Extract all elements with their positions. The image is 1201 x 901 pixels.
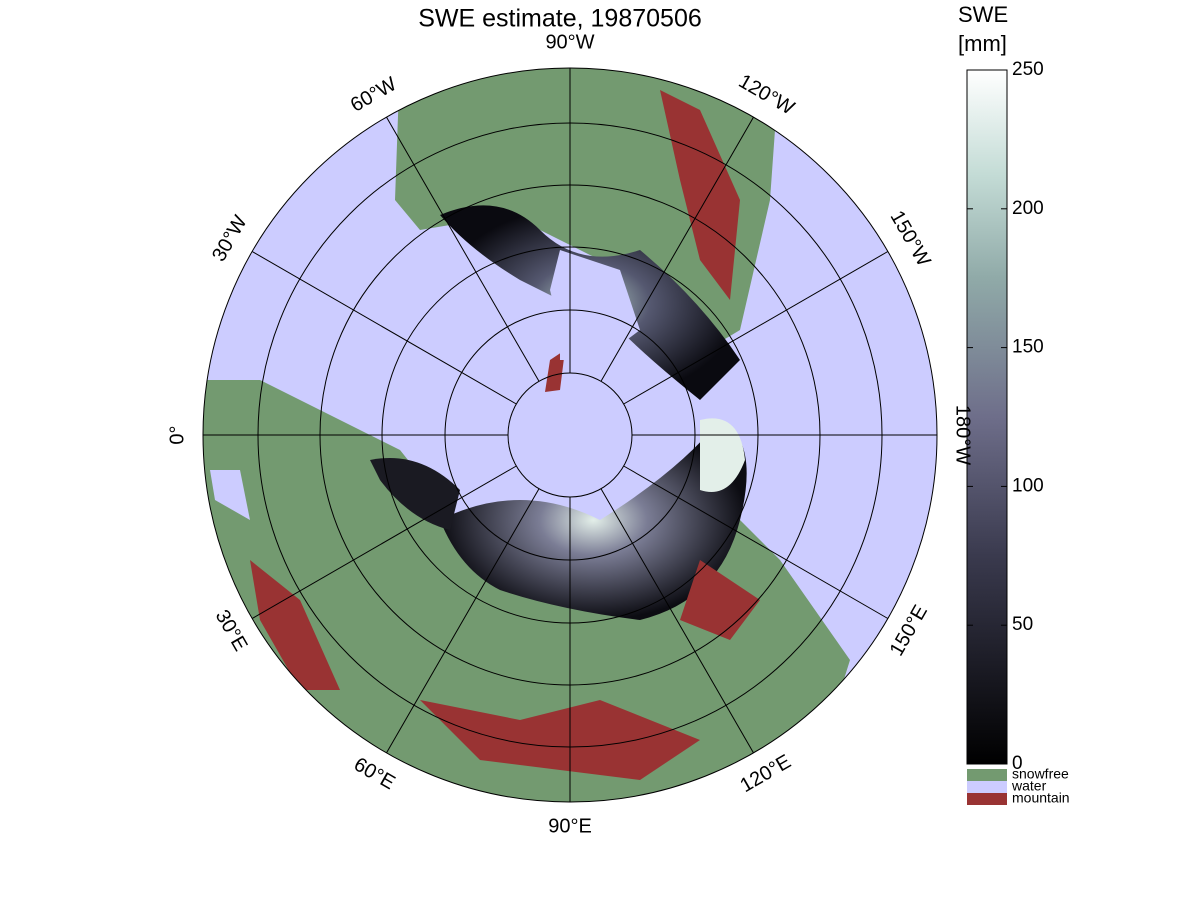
legend-label: water bbox=[1011, 778, 1047, 794]
meridian-label: 90°W bbox=[545, 31, 594, 53]
meridian-line bbox=[386, 116, 540, 382]
colorbar-tick-label: 250 bbox=[1012, 59, 1044, 80]
colorbar-tick-label: 0 bbox=[1012, 753, 1023, 774]
map-area bbox=[203, 68, 937, 802]
meridian-line bbox=[600, 488, 754, 754]
graticule bbox=[202, 67, 938, 803]
meridian-label: 60°W bbox=[347, 73, 401, 117]
meridian-line bbox=[251, 465, 517, 619]
meridian-line bbox=[251, 251, 517, 405]
legend-swatch bbox=[967, 781, 1007, 793]
legend-label: snowfree bbox=[1012, 766, 1069, 782]
meridian-line bbox=[623, 251, 889, 405]
meridian-label: 0° bbox=[166, 425, 188, 444]
meridian-label: 90°E bbox=[548, 815, 592, 837]
colorbar-tick-label: 50 bbox=[1012, 614, 1033, 635]
colorbar-tick-label: 200 bbox=[1012, 198, 1044, 219]
meridian-label: 30°E bbox=[211, 606, 252, 655]
legend-swatch bbox=[967, 793, 1007, 805]
colorbar-title: SWE bbox=[958, 2, 1008, 27]
meridian-line bbox=[623, 465, 889, 619]
meridian-label: 180°W bbox=[952, 405, 974, 465]
meridian-label: 60°E bbox=[350, 753, 399, 794]
colorbar-title: [mm] bbox=[958, 31, 1007, 56]
meridian-line bbox=[600, 116, 754, 382]
legend-label: mountain bbox=[1012, 790, 1070, 806]
colorbar-tick-label: 150 bbox=[1012, 337, 1044, 358]
colorbar bbox=[966, 69, 1008, 765]
map-title: SWE estimate, 19870506 bbox=[418, 5, 702, 33]
meridian-line bbox=[386, 488, 540, 754]
legend-swatch bbox=[967, 769, 1007, 781]
colorbar-tick-label: 100 bbox=[1012, 475, 1044, 496]
meridian-label: 30°W bbox=[208, 212, 252, 266]
